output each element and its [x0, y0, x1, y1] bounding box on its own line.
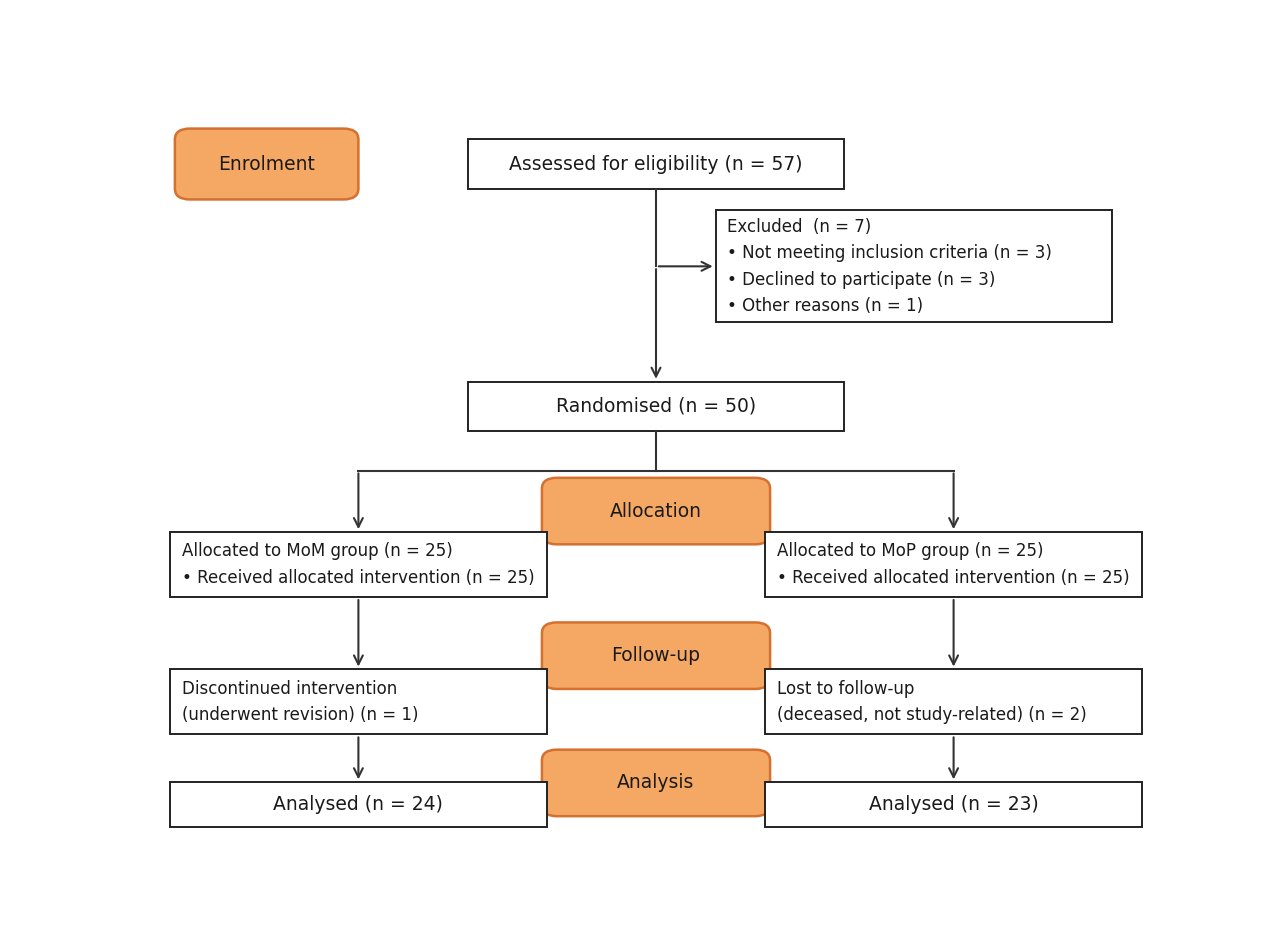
Text: Discontinued intervention
(underwent revision) (n = 1): Discontinued intervention (underwent rev… [182, 680, 419, 724]
FancyBboxPatch shape [170, 670, 547, 734]
Text: Allocated to MoM group (n = 25)
• Received allocated intervention (n = 25): Allocated to MoM group (n = 25) • Receiv… [182, 543, 535, 587]
FancyBboxPatch shape [175, 129, 358, 199]
Text: Excluded  (n = 7)
• Not meeting inclusion criteria (n = 3)
• Declined to partici: Excluded (n = 7) • Not meeting inclusion… [727, 218, 1052, 315]
Text: Analysis: Analysis [617, 774, 695, 793]
FancyBboxPatch shape [467, 381, 845, 431]
Text: Analysed (n = 24): Analysed (n = 24) [274, 795, 443, 814]
Text: Allocated to MoP group (n = 25)
• Received allocated intervention (n = 25): Allocated to MoP group (n = 25) • Receiv… [777, 543, 1130, 587]
FancyBboxPatch shape [467, 139, 845, 189]
FancyBboxPatch shape [170, 532, 547, 597]
FancyBboxPatch shape [765, 782, 1142, 827]
FancyBboxPatch shape [541, 478, 771, 545]
Text: Assessed for eligibility (n = 57): Assessed for eligibility (n = 57) [509, 155, 803, 174]
FancyBboxPatch shape [541, 623, 771, 689]
Text: Allocation: Allocation [611, 501, 701, 520]
FancyBboxPatch shape [716, 210, 1112, 322]
FancyBboxPatch shape [765, 532, 1142, 597]
Text: Lost to follow-up
(deceased, not study-related) (n = 2): Lost to follow-up (deceased, not study-r… [777, 680, 1087, 724]
Text: Enrolment: Enrolment [218, 155, 315, 174]
FancyBboxPatch shape [541, 749, 771, 816]
Text: Analysed (n = 23): Analysed (n = 23) [869, 795, 1038, 814]
FancyBboxPatch shape [170, 782, 547, 827]
Text: Randomised (n = 50): Randomised (n = 50) [556, 397, 756, 416]
FancyBboxPatch shape [765, 670, 1142, 734]
Text: Follow-up: Follow-up [612, 646, 700, 665]
